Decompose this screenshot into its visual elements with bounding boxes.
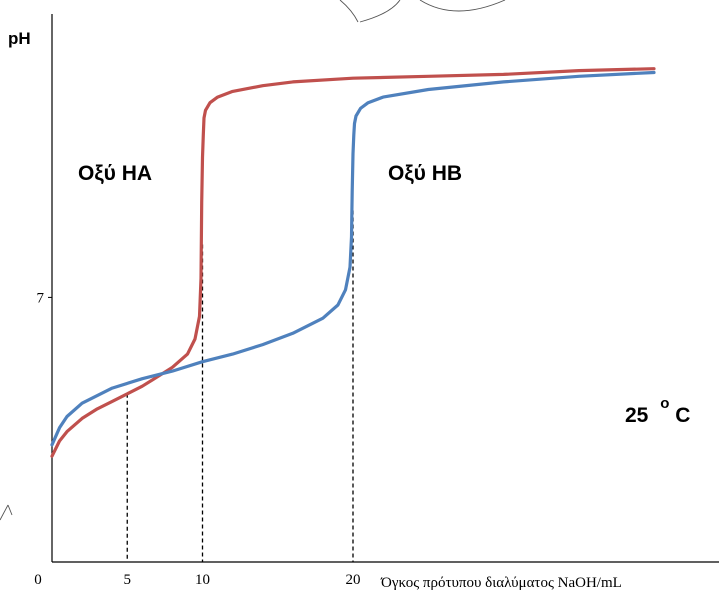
series-label-ha: Οξύ ΗΑ xyxy=(78,162,152,185)
decorative-curve-left xyxy=(0,504,13,521)
x-axis-title: Όγκος πρότυπου διαλύματος NaOH/mL xyxy=(380,575,622,591)
series-layer xyxy=(50,67,656,458)
temperature-unit: C xyxy=(675,404,690,427)
x-tick-label-5: 5 xyxy=(124,572,132,588)
y-axis-title: pH xyxy=(8,29,31,48)
temperature-degree: o xyxy=(660,395,669,412)
series-line-hb xyxy=(50,70,656,447)
x-tick-label-20: 20 xyxy=(346,572,361,588)
series-line-ha xyxy=(50,67,656,458)
temperature-label: 25 o C xyxy=(625,390,690,427)
ticks-layer: 0 5 10 20 7 xyxy=(34,290,360,588)
guide-lines xyxy=(126,210,354,562)
temperature-value: 25 xyxy=(625,404,649,427)
decorative-curve-top xyxy=(339,0,506,23)
series-label-hb: Οξύ ΗΒ xyxy=(388,162,462,185)
x-tick-label-0: 0 xyxy=(34,572,42,588)
x-tick-label-10: 10 xyxy=(195,572,210,588)
y-tick-label-7: 7 xyxy=(37,290,45,306)
